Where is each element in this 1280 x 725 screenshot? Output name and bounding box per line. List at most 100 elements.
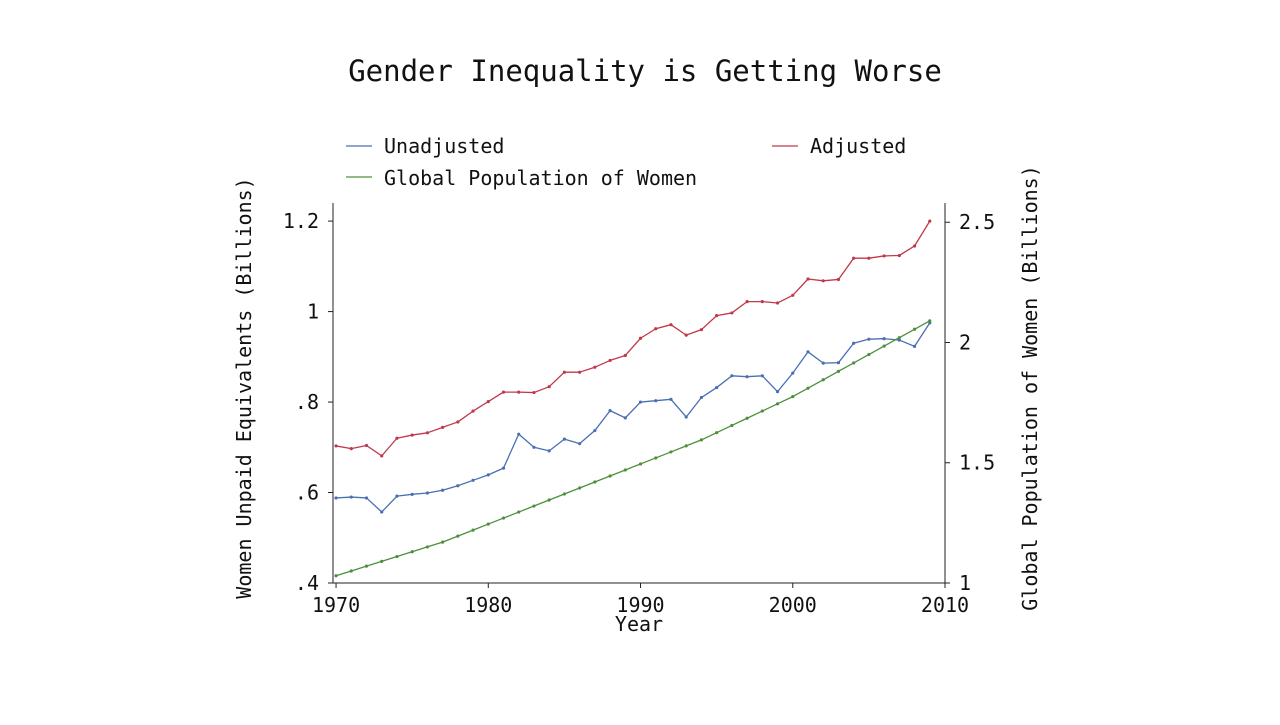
data-point-global-population-of-women — [578, 486, 582, 490]
x-tick-label: 2000 — [769, 593, 817, 617]
series-layer — [334, 219, 932, 578]
data-point-unadjusted — [380, 510, 384, 514]
data-point-adjusted — [547, 385, 551, 389]
data-point-unadjusted — [836, 361, 841, 365]
data-point-adjusted — [638, 336, 643, 340]
series-unadjusted — [334, 321, 932, 514]
data-point-adjusted — [684, 333, 688, 337]
data-point-unadjusted — [715, 385, 719, 390]
y-axis-right-title: Global Population of Women (Billions) — [1018, 165, 1042, 611]
data-point-adjusted — [501, 390, 506, 394]
data-point-adjusted — [699, 328, 704, 332]
data-point-adjusted — [364, 443, 369, 448]
data-point-unadjusted — [897, 338, 901, 342]
data-point-unadjusted — [699, 395, 704, 400]
data-point-global-population-of-women — [699, 438, 704, 442]
data-point-unadjusted — [912, 344, 917, 348]
data-point-adjusted — [836, 277, 841, 282]
x-tick-label: 2010 — [921, 593, 969, 617]
data-point-global-population-of-women — [928, 319, 932, 323]
data-point-adjusted — [745, 300, 749, 304]
data-point-unadjusted — [486, 473, 490, 477]
data-point-adjusted — [806, 277, 810, 281]
data-point-global-population-of-women — [897, 336, 901, 340]
y-right-tick-label: 2 — [959, 330, 971, 354]
data-point-global-population-of-women — [684, 444, 688, 448]
data-point-global-population-of-women — [654, 456, 658, 460]
data-point-unadjusted — [775, 390, 780, 394]
data-point-global-population-of-women — [775, 402, 780, 406]
data-point-global-population-of-women — [715, 431, 719, 435]
data-point-unadjusted — [349, 495, 353, 499]
data-point-adjusted — [669, 323, 673, 327]
data-point-adjusted — [897, 253, 901, 258]
data-point-unadjusted — [578, 442, 582, 446]
data-point-adjusted — [791, 293, 795, 297]
data-point-global-population-of-women — [760, 409, 764, 413]
data-point-unadjusted — [654, 399, 658, 403]
data-point-unadjusted — [471, 478, 475, 482]
data-point-unadjusted — [547, 449, 551, 453]
data-point-unadjusted — [517, 432, 521, 436]
data-point-adjusted — [562, 370, 567, 374]
data-point-global-population-of-women — [471, 528, 475, 532]
data-point-global-population-of-women — [669, 450, 673, 454]
legend-label-unadjusted: Unadjusted — [384, 134, 504, 158]
data-point-adjusted — [593, 365, 597, 369]
data-point-global-population-of-women — [349, 569, 353, 573]
legend-label-population: Global Population of Women — [384, 166, 697, 190]
data-point-global-population-of-women — [425, 545, 429, 549]
data-point-unadjusted — [608, 409, 612, 413]
data-point-global-population-of-women — [410, 550, 414, 554]
series-adjusted — [334, 219, 932, 458]
data-point-unadjusted — [593, 428, 597, 433]
data-point-adjusted — [410, 433, 414, 437]
data-point-global-population-of-women — [441, 540, 445, 544]
data-point-adjusted — [867, 256, 871, 260]
data-point-unadjusted — [395, 494, 399, 498]
data-point-adjusted — [441, 425, 445, 429]
data-point-unadjusted — [821, 361, 825, 365]
data-point-global-population-of-women — [532, 504, 536, 508]
data-point-global-population-of-women — [806, 386, 810, 390]
data-point-global-population-of-women — [334, 574, 338, 578]
y-axis-left-title: Women Unpaid Equivalents (Billions) — [232, 177, 256, 598]
data-point-global-population-of-women — [730, 423, 734, 428]
data-point-unadjusted — [334, 496, 338, 500]
data-point-unadjusted — [532, 445, 536, 449]
data-point-global-population-of-women — [364, 564, 369, 568]
y-axis-left-ticks: .4 .6 .8 1 1.2 — [283, 209, 333, 595]
data-point-unadjusted — [730, 374, 734, 378]
data-point-unadjusted — [623, 416, 627, 420]
series-line-unadjusted — [336, 322, 931, 513]
data-point-global-population-of-women — [638, 462, 643, 466]
y-right-tick-label: 1 — [959, 571, 971, 595]
data-point-global-population-of-women — [486, 522, 490, 526]
data-point-adjusted — [486, 400, 490, 404]
chart-title: Gender Inequality is Getting Worse — [348, 54, 942, 88]
data-point-global-population-of-women — [562, 492, 567, 496]
series-line-adjusted — [335, 220, 931, 457]
data-point-global-population-of-women — [912, 327, 917, 331]
data-point-global-population-of-women — [821, 378, 825, 382]
data-point-unadjusted — [364, 496, 369, 500]
data-point-adjusted — [334, 444, 338, 448]
data-point-unadjusted — [638, 400, 643, 404]
data-point-adjusted — [775, 301, 780, 305]
data-point-global-population-of-women — [836, 369, 841, 373]
data-point-adjusted — [578, 370, 582, 374]
data-point-unadjusted — [562, 437, 567, 441]
data-point-global-population-of-women — [395, 554, 399, 559]
x-tick-label: 1970 — [312, 593, 360, 617]
x-axis-title: Year — [615, 612, 663, 636]
x-axis-ticks: 1970 1980 1990 2000 2010 — [312, 583, 969, 617]
y-axis-right-ticks: 1 1.5 2 2.5 — [945, 210, 995, 595]
data-point-unadjusted — [745, 375, 749, 379]
data-point-global-population-of-women — [745, 416, 749, 420]
data-point-global-population-of-women — [517, 510, 521, 514]
data-point-global-population-of-women — [380, 559, 384, 563]
y-right-tick-label: 1.5 — [959, 451, 995, 475]
y-left-tick-label: 1 — [307, 300, 319, 324]
data-point-adjusted — [852, 256, 856, 260]
